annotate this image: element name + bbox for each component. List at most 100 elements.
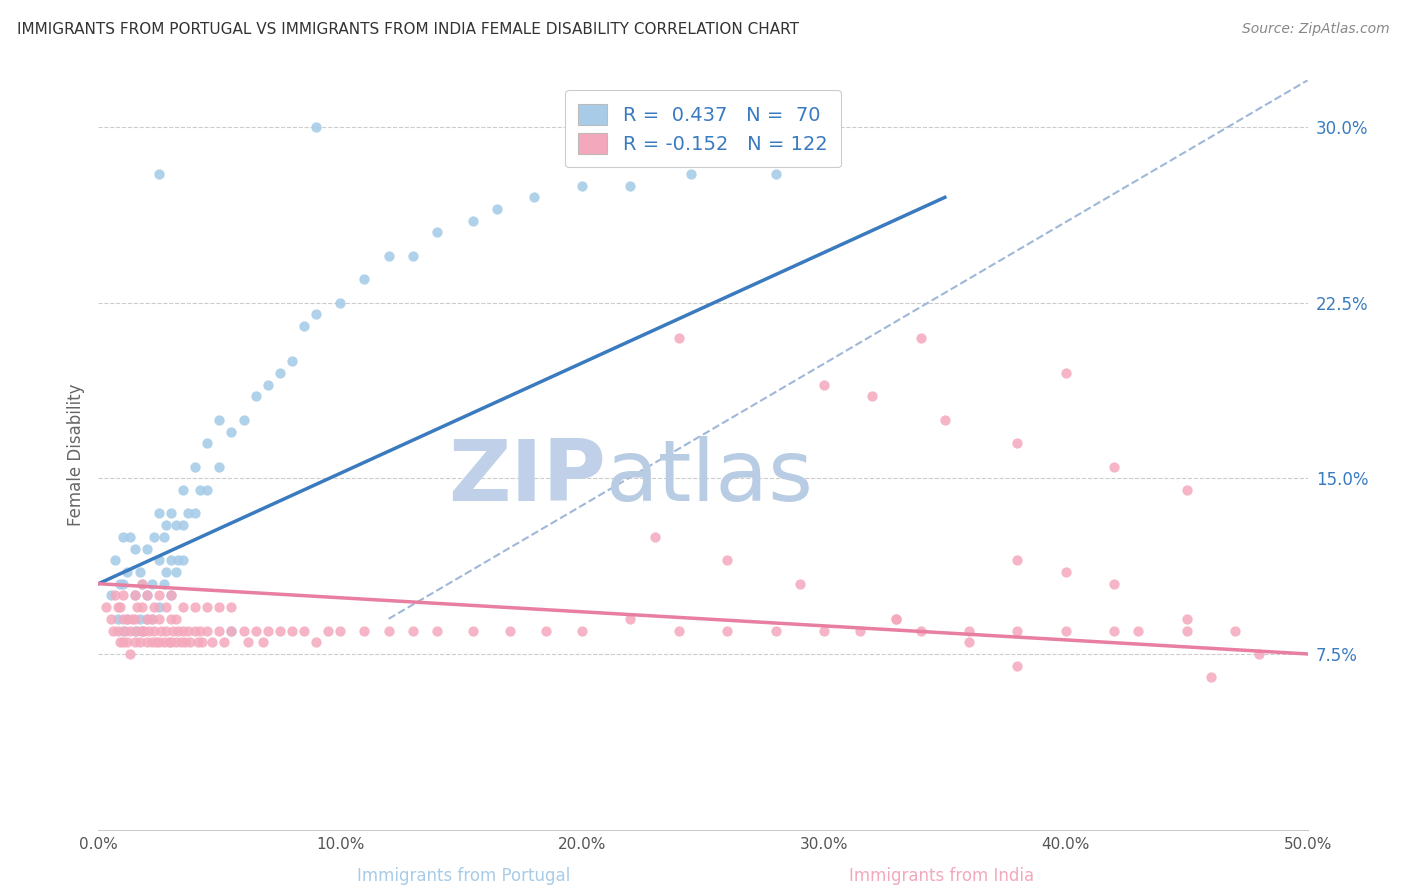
Point [195,624,218,638]
Point [172,553,194,567]
Point [100,612,122,626]
Point [238,635,260,649]
Point [152,576,174,591]
Point [135,612,157,626]
Point [148,553,170,567]
Point [1007,553,1029,567]
Point [353,272,375,286]
Point [910,331,932,345]
Point [177,624,200,638]
Point [160,589,183,603]
Point [141,612,163,626]
Point [571,624,593,638]
Point [111,624,134,638]
Point [195,436,218,450]
Point [135,589,157,603]
Point [402,624,425,638]
Point [765,624,787,638]
Point [934,413,956,427]
Point [498,624,520,638]
Point [716,553,738,567]
Point [131,624,153,638]
Point [1054,366,1077,380]
Point [104,589,127,603]
Point [135,612,157,626]
Point [118,647,141,661]
Point [135,589,157,603]
Legend: R =  0.437   N =  70, R = -0.152   N = 122: R = 0.437 N = 70, R = -0.152 N = 122 [565,90,841,168]
Point [619,612,641,626]
Point [1128,624,1150,638]
Point [305,120,328,134]
Point [117,635,139,649]
Point [134,624,156,638]
Point [127,600,149,615]
Point [668,624,690,638]
Point [252,635,274,649]
Point [131,576,153,591]
Point [208,600,231,615]
Point [426,624,449,638]
Point [101,624,124,638]
Point [128,635,150,649]
Point [463,624,485,638]
Point [329,295,352,310]
Point [188,624,211,638]
Point [165,635,187,649]
Point [128,565,150,579]
Point [187,635,209,649]
Point [148,507,170,521]
Point [679,167,702,181]
Point [124,612,146,626]
Text: Immigrants from India: Immigrants from India [849,867,1035,885]
Point [1007,658,1029,673]
Point [160,589,183,603]
Point [179,635,201,649]
Point [619,178,641,193]
Point [486,202,509,216]
Point [305,307,328,321]
Point [571,178,593,193]
Point [208,624,231,638]
Point [534,624,557,638]
Point [208,413,231,427]
Point [124,635,146,649]
Point [124,589,146,603]
Point [402,249,425,263]
Point [117,565,139,579]
Point [157,635,180,649]
Point [152,530,174,544]
Point [124,589,146,603]
Point [184,459,207,474]
Point [124,541,146,556]
Point [118,530,141,544]
Point [221,600,243,615]
Text: atlas: atlas [606,436,814,519]
Point [184,600,207,615]
Point [107,600,129,615]
Point [141,576,163,591]
Point [281,624,304,638]
Point [1199,670,1222,684]
Point [148,635,170,649]
Point [135,541,157,556]
Point [177,507,200,521]
Point [117,612,139,626]
Text: IMMIGRANTS FROM PORTUGAL VS IMMIGRANTS FROM INDIA FEMALE DISABILITY CORRELATION : IMMIGRANTS FROM PORTUGAL VS IMMIGRANTS F… [17,22,799,37]
Point [221,624,243,638]
Point [111,576,134,591]
Point [1175,612,1198,626]
Point [188,483,211,497]
Point [269,624,291,638]
Point [232,624,254,638]
Point [305,635,328,649]
Point [148,612,170,626]
Point [152,635,174,649]
Point [143,600,166,615]
Point [160,507,183,521]
Point [191,635,214,649]
Point [1249,647,1271,661]
Point [201,635,224,649]
Point [957,624,980,638]
Point [813,624,835,638]
